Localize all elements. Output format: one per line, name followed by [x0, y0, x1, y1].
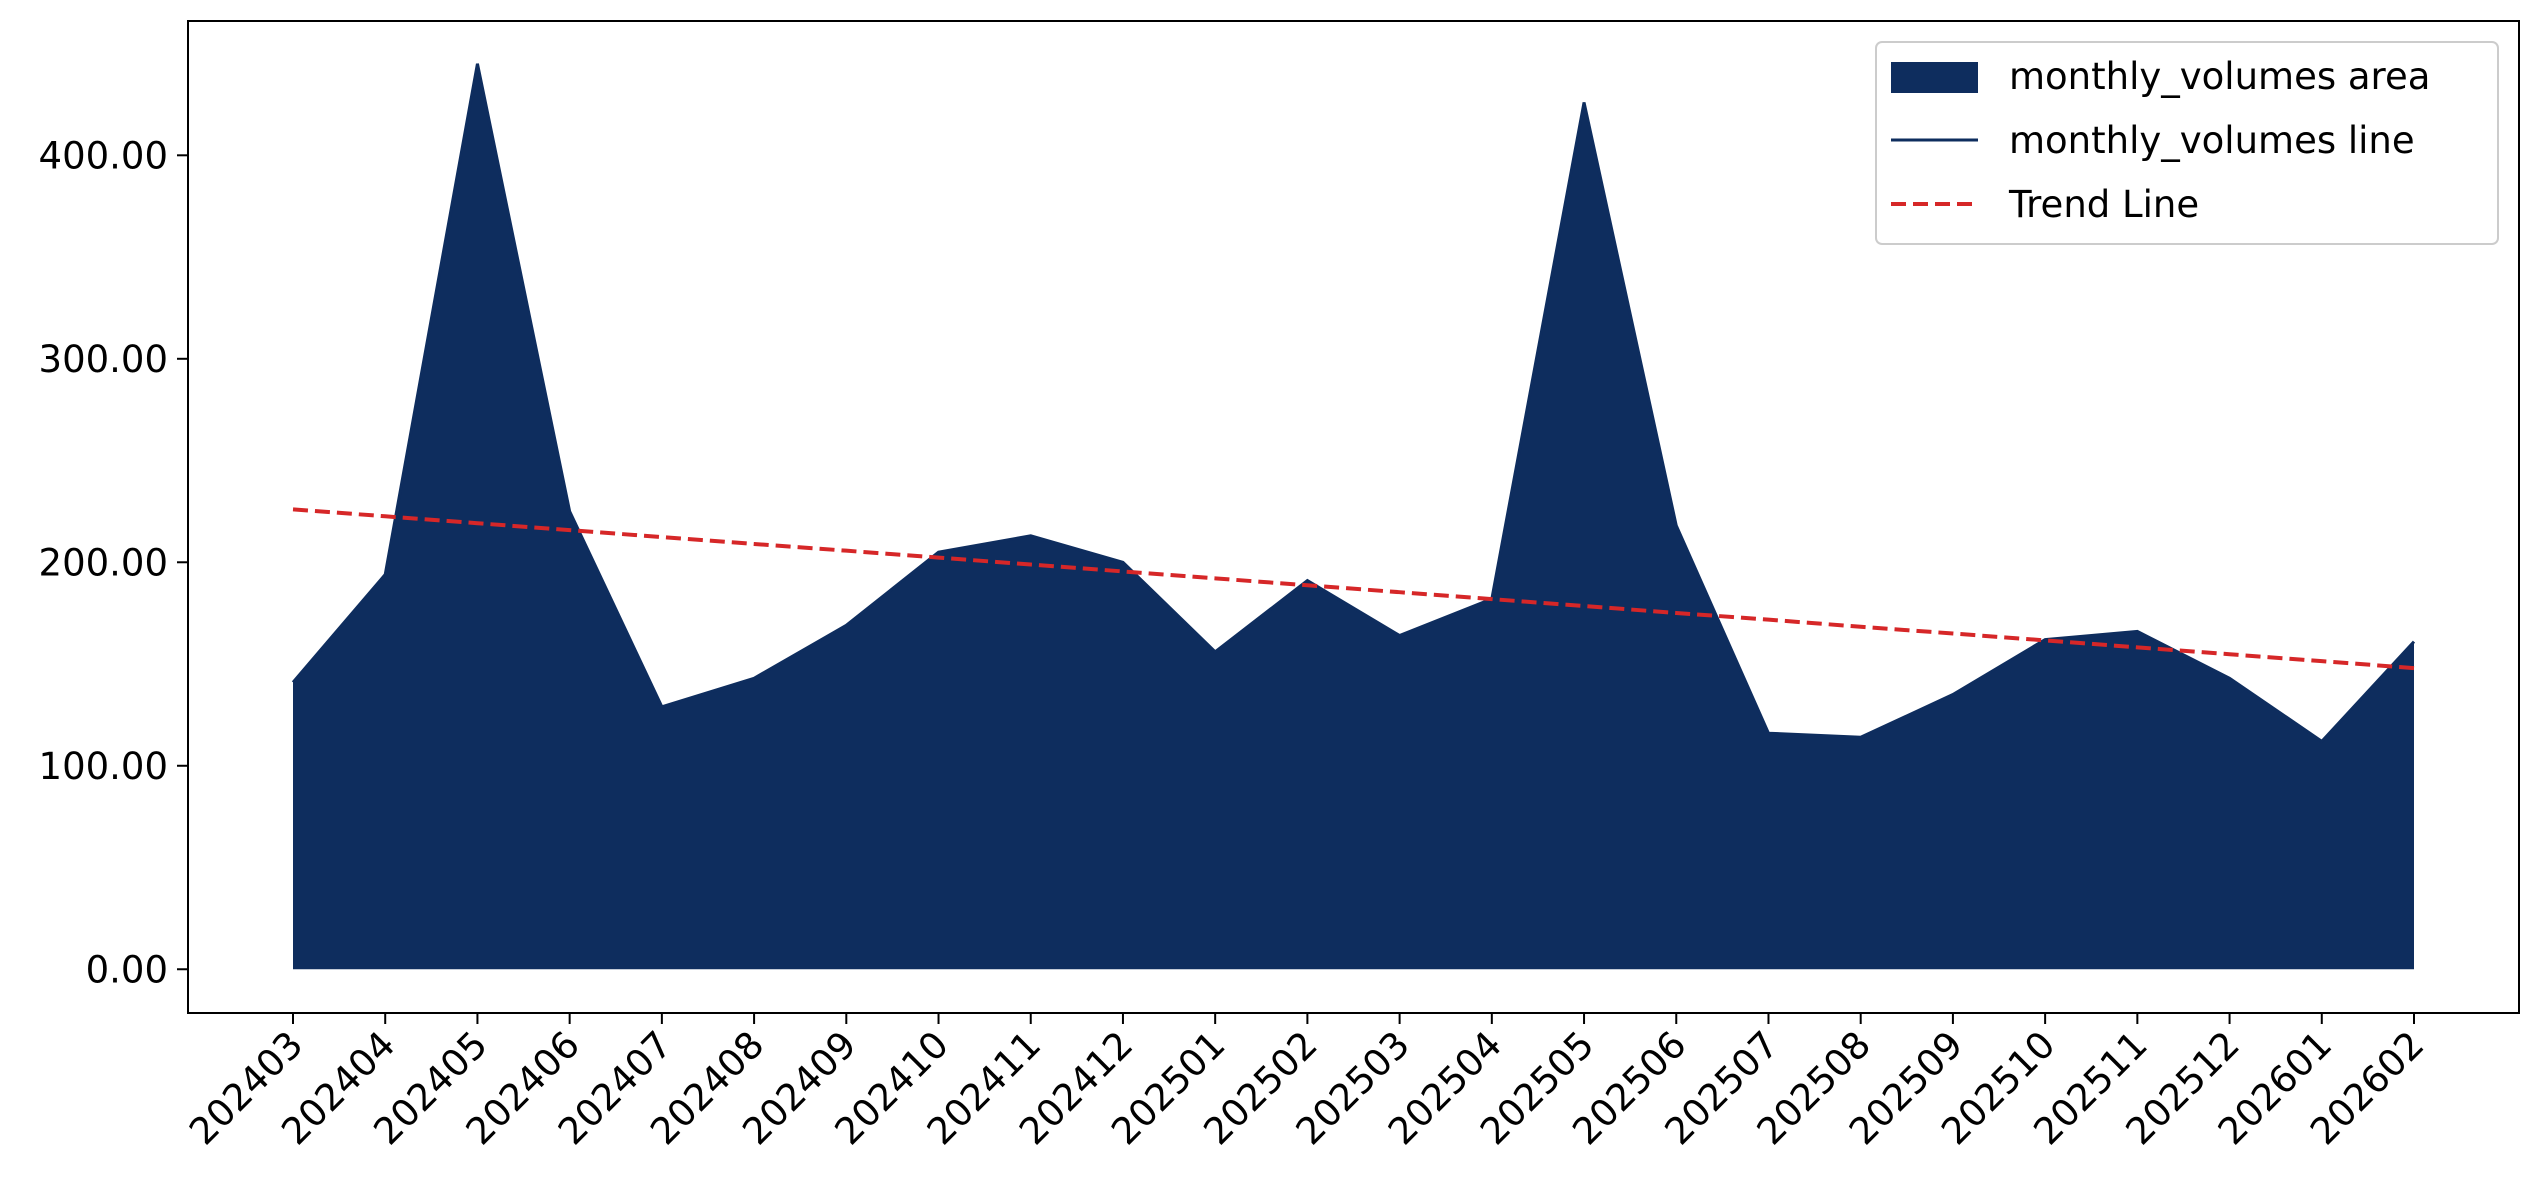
area	[293, 63, 2414, 970]
y-tick-label: 300.00	[39, 338, 168, 381]
legend-label: monthly_volumes area	[2009, 55, 2430, 98]
legend-label: monthly_volumes line	[2009, 119, 2415, 162]
y-tick-label: 200.00	[39, 541, 168, 584]
y-tick-label: 100.00	[39, 745, 168, 788]
line	[291, 63, 2416, 744]
legend-swatch	[1891, 62, 1978, 93]
legend-box	[1875, 41, 2499, 245]
legend-label: Trend Line	[2008, 183, 2199, 226]
trend-line	[292, 507, 2415, 671]
legend: monthly_volumes area monthly_volumes line…	[1875, 41, 2499, 245]
y-tick-label: 400.00	[39, 134, 168, 177]
plot-frame	[187, 20, 2520, 1014]
y-tick-label: 0.00	[86, 948, 168, 991]
